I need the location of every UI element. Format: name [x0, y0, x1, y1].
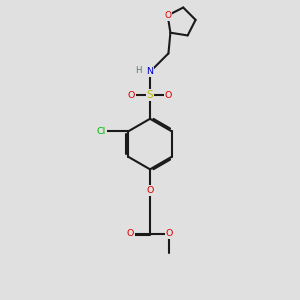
- Text: Cl: Cl: [97, 127, 106, 136]
- Text: O: O: [164, 11, 171, 20]
- Text: N: N: [146, 67, 154, 76]
- Text: O: O: [128, 91, 135, 100]
- Text: O: O: [127, 229, 134, 238]
- Text: H: H: [135, 66, 141, 75]
- Text: O: O: [165, 91, 172, 100]
- Text: O: O: [146, 186, 154, 195]
- Text: S: S: [147, 90, 153, 100]
- Text: O: O: [166, 229, 173, 238]
